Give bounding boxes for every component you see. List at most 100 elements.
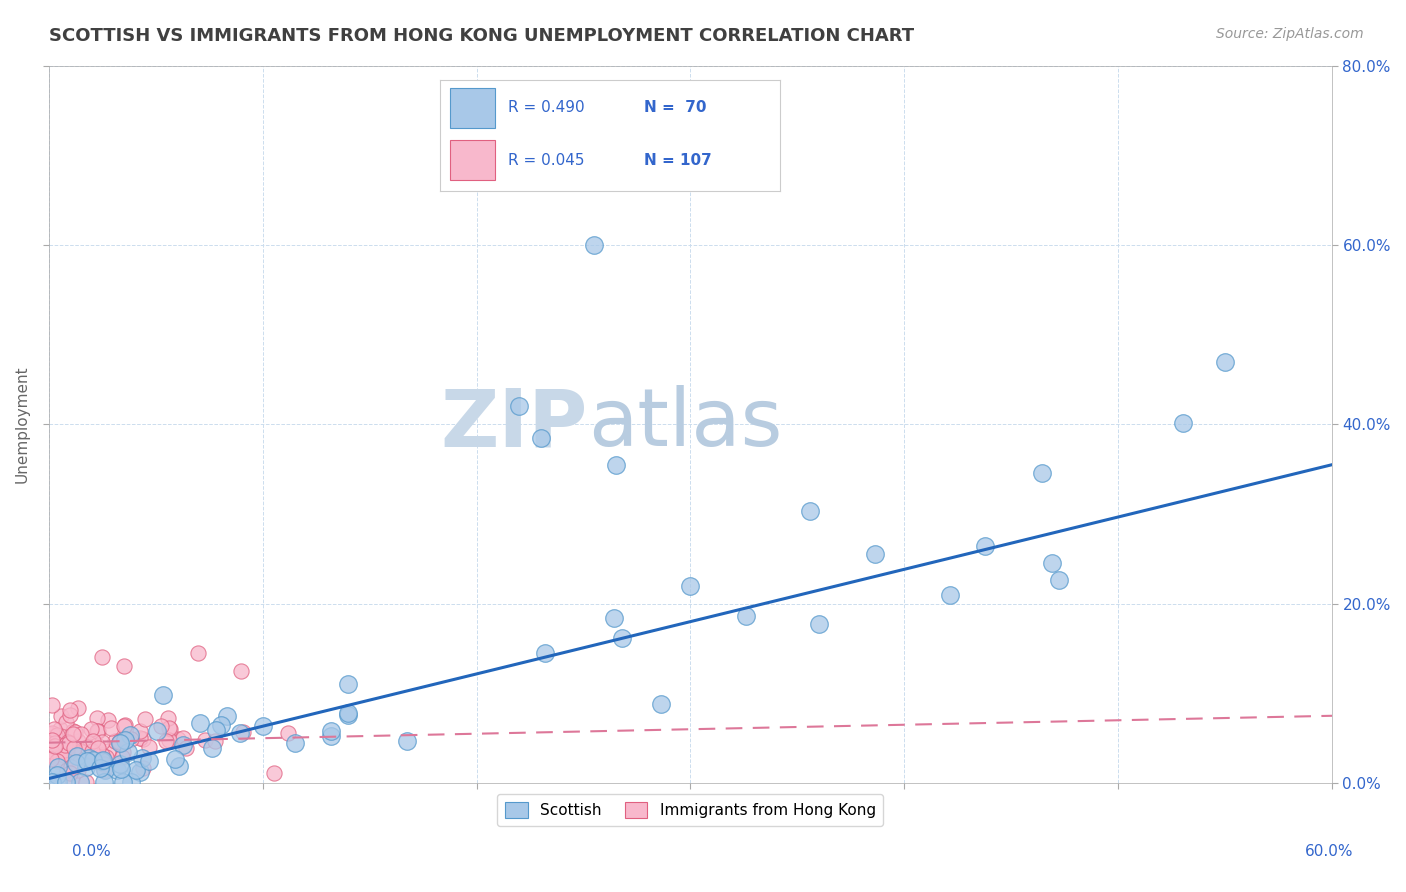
Point xyxy=(75,775,97,789)
Point xyxy=(77,749,100,764)
Point xyxy=(90,748,112,763)
Point xyxy=(129,731,152,746)
Point xyxy=(1213,354,1236,368)
Point xyxy=(46,736,69,750)
Point xyxy=(1047,574,1070,588)
Point xyxy=(138,739,160,754)
Point xyxy=(49,723,72,737)
Point xyxy=(62,724,84,739)
Point xyxy=(56,740,79,755)
Point xyxy=(86,710,108,724)
Point xyxy=(120,775,142,789)
Point xyxy=(128,723,150,738)
Point xyxy=(84,754,107,768)
Text: ZIP: ZIP xyxy=(440,385,588,463)
Point xyxy=(41,726,63,740)
Point xyxy=(93,764,115,778)
Point xyxy=(86,723,108,738)
Point xyxy=(321,729,343,743)
Point xyxy=(112,731,135,746)
Point xyxy=(110,762,132,776)
Point xyxy=(939,588,962,602)
Point xyxy=(87,723,110,738)
Point xyxy=(799,503,821,517)
Point xyxy=(159,722,181,736)
Point xyxy=(319,723,342,738)
Point xyxy=(45,730,67,744)
Point xyxy=(82,733,104,747)
Point xyxy=(59,704,82,718)
Point xyxy=(128,764,150,779)
Point xyxy=(77,751,100,765)
Point xyxy=(91,754,114,768)
Point xyxy=(90,735,112,749)
Point xyxy=(152,688,174,702)
Point xyxy=(114,733,136,747)
Point xyxy=(56,764,79,778)
Point xyxy=(111,749,134,764)
Point xyxy=(120,728,142,742)
Point xyxy=(337,706,360,720)
Point xyxy=(70,727,93,741)
Point xyxy=(100,722,122,736)
Point xyxy=(105,763,128,777)
Point xyxy=(650,697,672,711)
Point xyxy=(603,611,626,625)
Text: 60.0%: 60.0% xyxy=(1305,845,1353,859)
Point xyxy=(163,752,186,766)
Point xyxy=(86,738,108,752)
Point xyxy=(82,753,104,767)
Point xyxy=(46,728,69,742)
Point xyxy=(159,732,181,747)
Point xyxy=(55,775,77,789)
Point xyxy=(284,736,307,750)
Point xyxy=(59,708,82,723)
Point xyxy=(679,579,702,593)
Point xyxy=(863,547,886,561)
Point xyxy=(55,743,77,757)
Point xyxy=(39,726,62,740)
Point xyxy=(94,763,117,777)
Point xyxy=(44,739,66,754)
Point xyxy=(66,748,89,763)
Point xyxy=(97,713,120,727)
Point xyxy=(1171,416,1194,430)
Point xyxy=(231,664,253,678)
Point xyxy=(117,745,139,759)
Point xyxy=(91,755,114,769)
Point xyxy=(187,646,209,660)
Point xyxy=(39,744,62,758)
Point xyxy=(131,750,153,764)
Point xyxy=(94,753,117,767)
Point xyxy=(58,736,80,750)
Point xyxy=(277,725,299,739)
Point xyxy=(52,740,75,755)
Point xyxy=(41,698,63,712)
Point xyxy=(65,756,87,771)
Point xyxy=(132,732,155,747)
Point xyxy=(167,732,190,747)
Point xyxy=(612,631,634,645)
Point xyxy=(134,712,156,726)
Point xyxy=(337,707,360,722)
Legend: Scottish, Immigrants from Hong Kong: Scottish, Immigrants from Hong Kong xyxy=(498,795,883,826)
Point xyxy=(79,739,101,753)
Point xyxy=(82,744,104,758)
Point xyxy=(44,739,66,754)
Point xyxy=(41,733,63,747)
Point xyxy=(229,726,252,740)
Point xyxy=(46,760,69,774)
Point xyxy=(45,768,67,782)
Point xyxy=(55,748,77,763)
Point xyxy=(39,752,62,766)
Point xyxy=(1040,556,1063,570)
Point xyxy=(112,659,135,673)
Point xyxy=(735,609,758,624)
Point xyxy=(108,736,131,750)
Point xyxy=(209,718,232,732)
Point xyxy=(108,756,131,771)
Point xyxy=(41,775,63,789)
Point xyxy=(62,749,84,764)
Point xyxy=(76,739,98,754)
Point xyxy=(120,731,142,746)
